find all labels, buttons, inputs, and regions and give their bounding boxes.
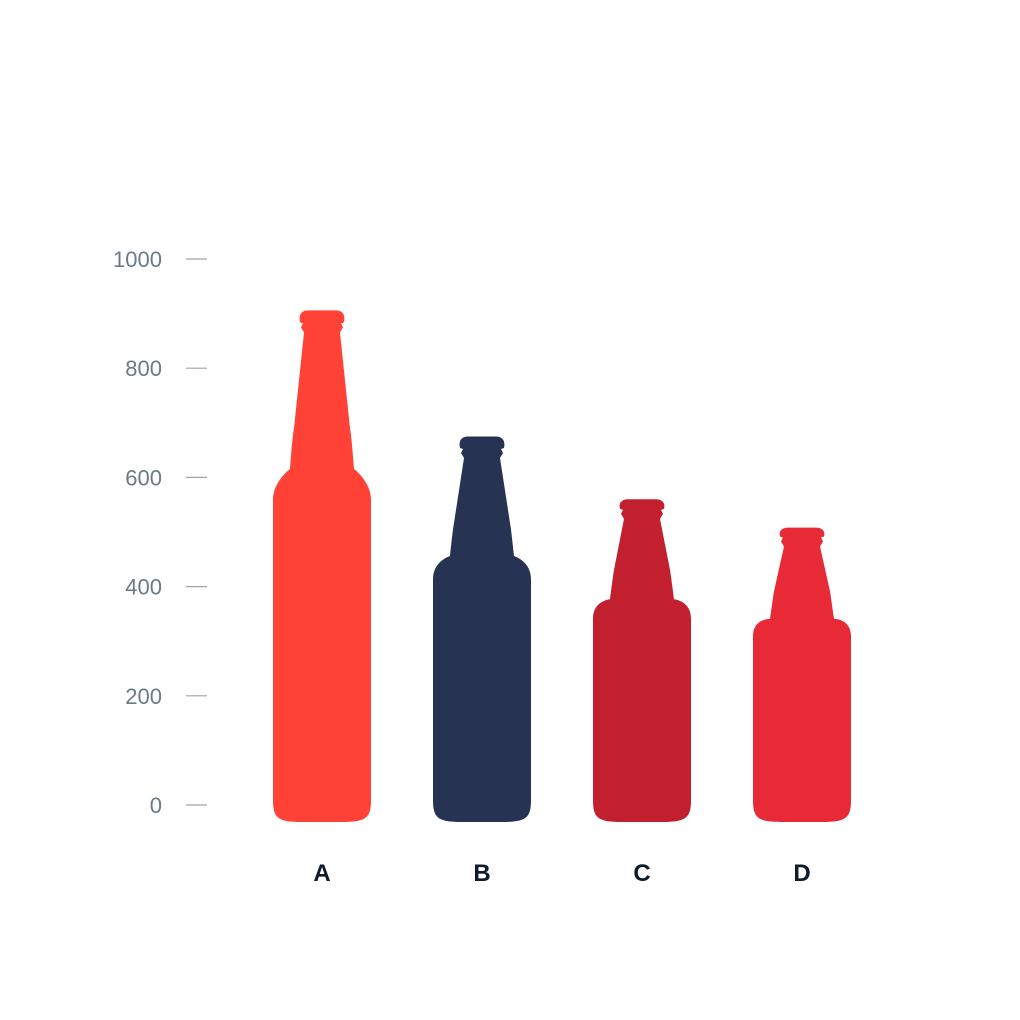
bottle-bar-c <box>593 499 691 822</box>
x-category-label: A <box>313 860 330 887</box>
y-axis: 0 200 400 600 800 1000 <box>113 247 207 818</box>
y-tick-label: 600 <box>125 465 162 490</box>
y-tick-label: 0 <box>150 793 162 818</box>
y-tick-label: 800 <box>125 356 162 381</box>
bottle-bar-b <box>433 436 531 822</box>
x-category-label: D <box>793 860 810 887</box>
x-axis: A B C D <box>313 860 810 887</box>
y-tick-label: 200 <box>125 684 162 709</box>
bottle-bars <box>273 310 851 822</box>
y-tick-label: 400 <box>125 575 162 600</box>
y-tick-label: 1000 <box>113 247 162 272</box>
x-category-label: B <box>473 860 490 887</box>
bottle-bar-a <box>273 310 371 822</box>
bottle-bar-d <box>753 527 851 822</box>
x-category-label: C <box>633 860 650 887</box>
